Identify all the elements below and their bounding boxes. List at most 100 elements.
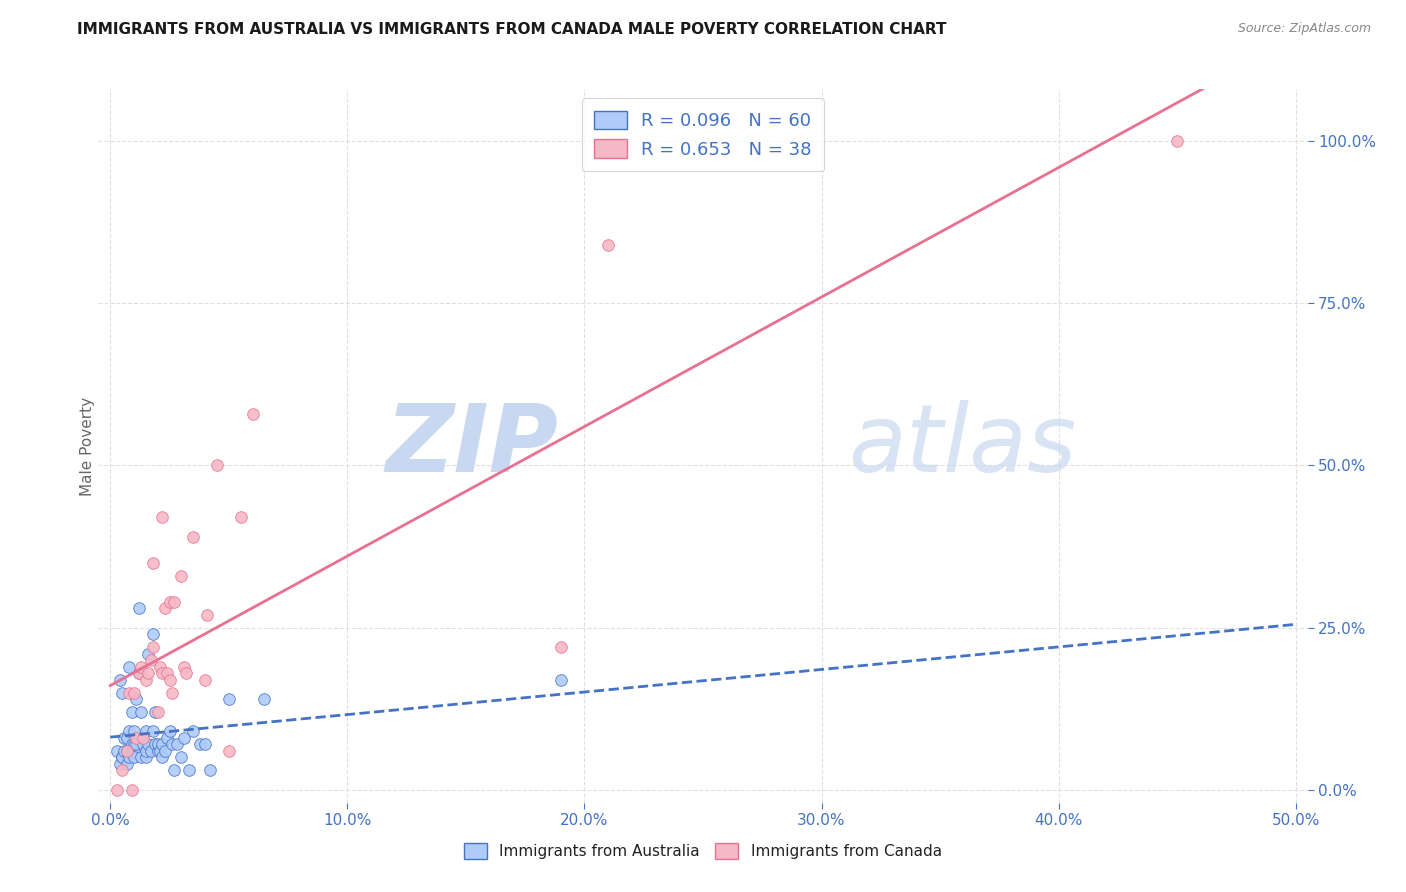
Point: [146, 744, 169, 758]
Point: [115, 744, 138, 758]
Point: [160, 685, 183, 699]
Point: [108, 756, 131, 771]
Point: [128, 601, 150, 615]
Point: [121, 744, 143, 758]
Point: [170, 750, 193, 764]
Point: [160, 738, 183, 752]
Point: [115, 756, 138, 771]
Point: [142, 556, 165, 570]
Point: [143, 705, 166, 719]
Point: [174, 666, 197, 681]
Point: [143, 738, 166, 752]
Point: [253, 692, 276, 706]
Point: [229, 510, 252, 524]
Point: [121, 738, 143, 752]
Point: [122, 750, 145, 764]
Point: [111, 750, 134, 764]
Point: [142, 724, 165, 739]
Point: [153, 601, 176, 615]
Point: [115, 731, 138, 745]
Point: [118, 659, 141, 673]
Point: [159, 724, 181, 739]
Point: [205, 458, 228, 473]
Point: [118, 724, 141, 739]
Point: [218, 744, 240, 758]
Point: [121, 705, 143, 719]
Point: [122, 738, 145, 752]
Point: [156, 731, 179, 745]
Point: [108, 673, 131, 687]
Point: [598, 238, 620, 252]
Point: [149, 659, 172, 673]
Point: [163, 595, 186, 609]
Point: [114, 731, 136, 745]
Point: [111, 685, 134, 699]
Point: [177, 764, 200, 778]
Point: [1166, 134, 1188, 148]
Point: [152, 738, 174, 752]
Point: [159, 595, 181, 609]
Point: [121, 744, 143, 758]
Point: [128, 666, 150, 681]
Point: [152, 750, 174, 764]
Point: [132, 731, 155, 745]
Point: [136, 666, 159, 681]
Point: [142, 640, 165, 654]
Point: [173, 731, 195, 745]
Text: Source: ZipAtlas.com: Source: ZipAtlas.com: [1237, 22, 1371, 36]
Point: [135, 750, 157, 764]
Point: [115, 744, 138, 758]
Point: [156, 666, 179, 681]
Point: [194, 738, 217, 752]
Point: [166, 738, 188, 752]
Point: [149, 744, 172, 758]
Point: [142, 627, 165, 641]
Point: [128, 666, 150, 681]
Point: [125, 692, 148, 706]
Point: [132, 738, 155, 752]
Point: [218, 692, 240, 706]
Point: [146, 705, 169, 719]
Point: [152, 510, 174, 524]
Point: [139, 744, 162, 758]
Point: [129, 750, 152, 764]
Text: atlas: atlas: [848, 401, 1077, 491]
Point: [122, 744, 145, 758]
Point: [139, 653, 162, 667]
Point: [181, 530, 204, 544]
Point: [105, 744, 128, 758]
Legend: Immigrants from Australia, Immigrants from Canada: Immigrants from Australia, Immigrants fr…: [457, 835, 949, 866]
Point: [122, 724, 145, 739]
Point: [105, 782, 128, 797]
Point: [550, 640, 572, 654]
Point: [242, 407, 264, 421]
Point: [550, 673, 572, 687]
Point: [153, 744, 176, 758]
Point: [197, 607, 219, 622]
Point: [135, 724, 157, 739]
Point: [125, 731, 148, 745]
Point: [136, 647, 159, 661]
Point: [198, 764, 221, 778]
Point: [118, 750, 141, 764]
Point: [152, 666, 174, 681]
Point: [136, 738, 159, 752]
Y-axis label: Male Poverty: Male Poverty: [80, 396, 94, 496]
Point: [118, 685, 141, 699]
Point: [159, 673, 181, 687]
Point: [173, 659, 195, 673]
Point: [146, 738, 169, 752]
Point: [170, 568, 193, 582]
Point: [111, 764, 134, 778]
Point: [129, 705, 152, 719]
Point: [114, 744, 136, 758]
Point: [163, 764, 186, 778]
Point: [135, 673, 157, 687]
Point: [194, 673, 217, 687]
Point: [125, 738, 148, 752]
Point: [190, 738, 212, 752]
Point: [121, 782, 143, 797]
Text: ZIP: ZIP: [385, 400, 558, 492]
Point: [129, 659, 152, 673]
Point: [111, 750, 134, 764]
